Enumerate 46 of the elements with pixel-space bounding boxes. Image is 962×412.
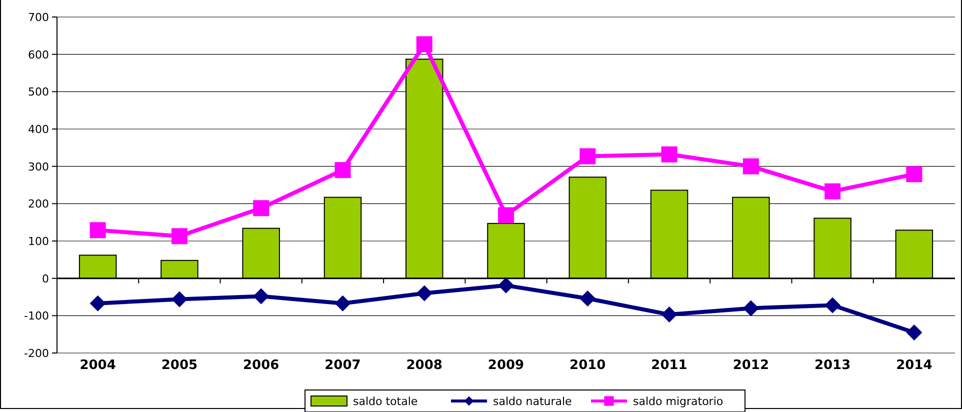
x-tick-label: 2010: [570, 358, 606, 373]
y-tick-label: 400: [28, 123, 49, 136]
point: [824, 183, 841, 200]
point: [171, 228, 188, 244]
point: [742, 300, 759, 316]
x-tick-label: 2005: [161, 358, 198, 373]
point: [824, 297, 841, 314]
x-tick-label: 2004: [80, 358, 116, 373]
point: [334, 295, 351, 312]
y-tick-label: 500: [28, 86, 49, 99]
x-tick-label: 2011: [651, 358, 688, 373]
point: [661, 146, 678, 162]
x-tick-label: 2006: [242, 358, 280, 373]
x-tick-label: 2012: [732, 358, 770, 373]
point: [334, 162, 351, 178]
y-tick-label: -200: [24, 347, 49, 360]
legend-label: saldo migratorio: [633, 395, 724, 408]
point: [742, 158, 759, 174]
x-tick-label: 2007: [324, 358, 361, 373]
y-tick-label: 700: [28, 11, 49, 24]
x-tick-label: 2009: [488, 358, 524, 373]
y-tick-label: 300: [28, 160, 49, 174]
y-tick-label: 0: [42, 272, 49, 286]
x-tick-label: 2008: [406, 358, 442, 373]
legend-label: saldo totale: [353, 395, 418, 408]
legend-label: saldo naturale: [493, 395, 572, 408]
y-tick-label: 200: [28, 198, 49, 211]
point: [253, 288, 270, 304]
y-tick-label: 600: [28, 48, 49, 62]
point: [90, 222, 106, 238]
x-tick-label: 2013: [814, 358, 851, 373]
point: [906, 166, 922, 182]
point: [580, 148, 596, 164]
point: [580, 290, 596, 306]
point: [253, 200, 270, 216]
point: [90, 295, 106, 312]
y-tick-label: -100: [24, 310, 49, 323]
point: [171, 291, 188, 308]
y-tick-label: 100: [28, 235, 49, 248]
point: [498, 207, 514, 224]
point: [661, 306, 678, 323]
x-tick-label: 2014: [896, 358, 932, 373]
point: [416, 285, 432, 302]
point: [416, 36, 432, 52]
point: [906, 324, 922, 340]
point: [498, 277, 514, 294]
